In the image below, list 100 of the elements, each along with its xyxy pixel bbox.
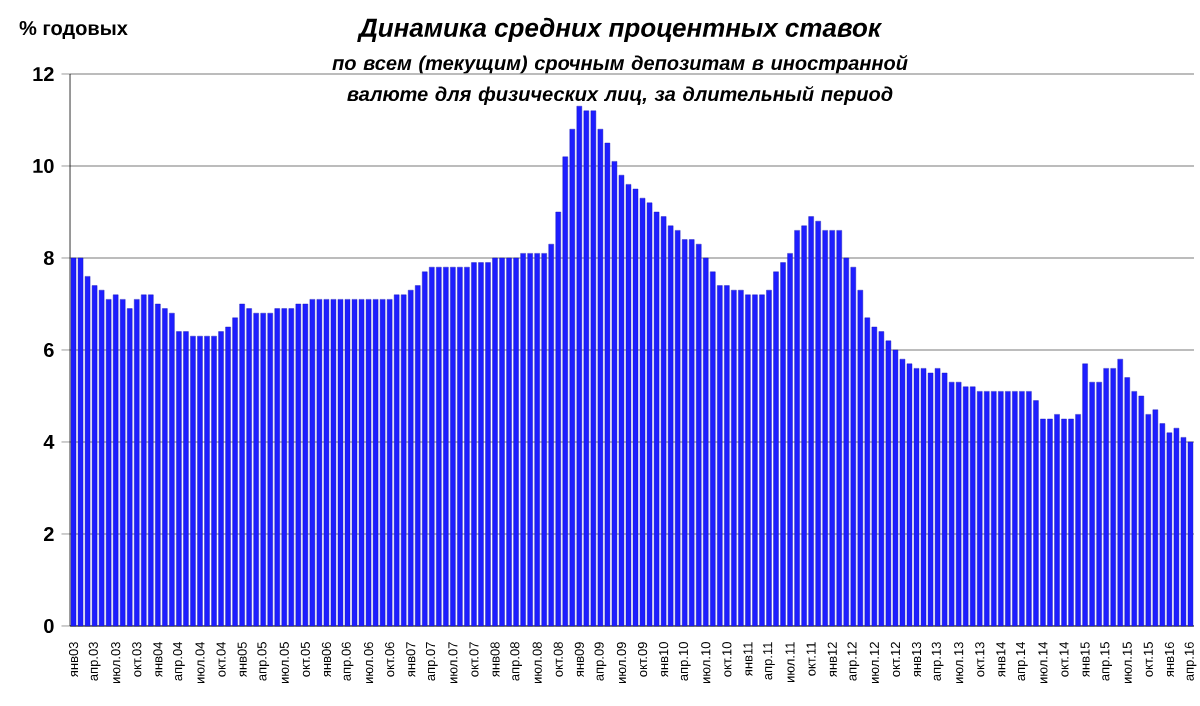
bar (674, 230, 681, 627)
y-tick-label: 2 (43, 527, 54, 541)
bar (808, 216, 814, 627)
bar (1005, 391, 1011, 627)
bar (1173, 427, 1180, 627)
bar (1138, 395, 1144, 627)
bar (134, 299, 140, 627)
bar (190, 335, 196, 627)
bar (934, 368, 941, 627)
bar (120, 299, 126, 627)
bar (1019, 391, 1025, 627)
bar (836, 230, 842, 627)
bar (984, 391, 990, 627)
bar (295, 303, 302, 627)
bar (408, 289, 414, 627)
bar (239, 303, 245, 627)
bar (759, 294, 765, 627)
bar (204, 335, 210, 627)
bar (534, 253, 540, 627)
bar (913, 368, 920, 627)
bar (1026, 391, 1032, 627)
bar (1054, 414, 1060, 627)
bar (436, 266, 442, 627)
y-axis-title: % годовых (19, 21, 128, 39)
bar (386, 299, 393, 627)
bar (689, 239, 695, 627)
bar (464, 266, 470, 627)
bar (401, 294, 407, 627)
bar (752, 294, 758, 627)
bar (1117, 358, 1123, 627)
bar (70, 257, 77, 627)
bar (358, 299, 365, 627)
bar (977, 391, 983, 627)
bar (183, 331, 189, 627)
bar (169, 312, 175, 627)
bar (288, 308, 294, 627)
bar (330, 299, 337, 627)
bar (372, 299, 379, 627)
bar (646, 202, 653, 627)
bar (878, 331, 885, 627)
chart-title: Динамика средних процентных ставок (357, 17, 883, 43)
bar (513, 257, 519, 627)
bar (1103, 368, 1109, 627)
bar (393, 294, 400, 627)
bar (506, 257, 512, 627)
bar (337, 299, 344, 627)
bar (148, 294, 154, 627)
bar (429, 266, 435, 627)
bar (478, 262, 484, 627)
bar (443, 266, 449, 627)
y-tick-label: 8 (43, 250, 54, 266)
bar (323, 299, 330, 627)
bar (970, 386, 976, 627)
bar (492, 257, 498, 627)
bar (485, 262, 491, 627)
bar (738, 289, 744, 627)
y-tick-label: 12 (33, 67, 54, 81)
bar (794, 230, 800, 627)
bar (660, 216, 667, 627)
bar (246, 308, 252, 627)
bar (576, 105, 583, 627)
bar (998, 391, 1004, 627)
y-tick-label: 10 (33, 158, 54, 174)
bar (941, 372, 948, 627)
bar (351, 299, 358, 627)
bar (927, 372, 934, 627)
bar (499, 257, 505, 627)
bar (471, 262, 477, 627)
bar (731, 289, 737, 627)
bar (1068, 418, 1074, 627)
y-tick-label: 4 (43, 435, 55, 449)
bar (520, 253, 526, 627)
bar (211, 335, 217, 627)
bar (920, 368, 927, 627)
bar (218, 331, 224, 627)
bar (274, 308, 280, 627)
bar (632, 188, 639, 627)
bar (745, 294, 751, 627)
bar (1012, 391, 1018, 627)
bar (1061, 418, 1067, 627)
bar (724, 285, 730, 627)
bar (162, 308, 168, 627)
bar (457, 266, 463, 627)
bar (590, 110, 597, 627)
bar (365, 299, 372, 627)
bar (1187, 441, 1194, 627)
bar (112, 294, 119, 627)
bar (696, 243, 702, 627)
bar (962, 386, 969, 627)
bar (260, 312, 266, 627)
bar (1152, 409, 1159, 627)
bar (197, 335, 203, 627)
bar (991, 391, 997, 627)
bar (281, 308, 287, 627)
bar (302, 303, 309, 627)
bar (1082, 363, 1088, 627)
bar (141, 294, 147, 627)
bar (316, 299, 323, 627)
bar (379, 299, 386, 627)
bar (583, 110, 590, 627)
